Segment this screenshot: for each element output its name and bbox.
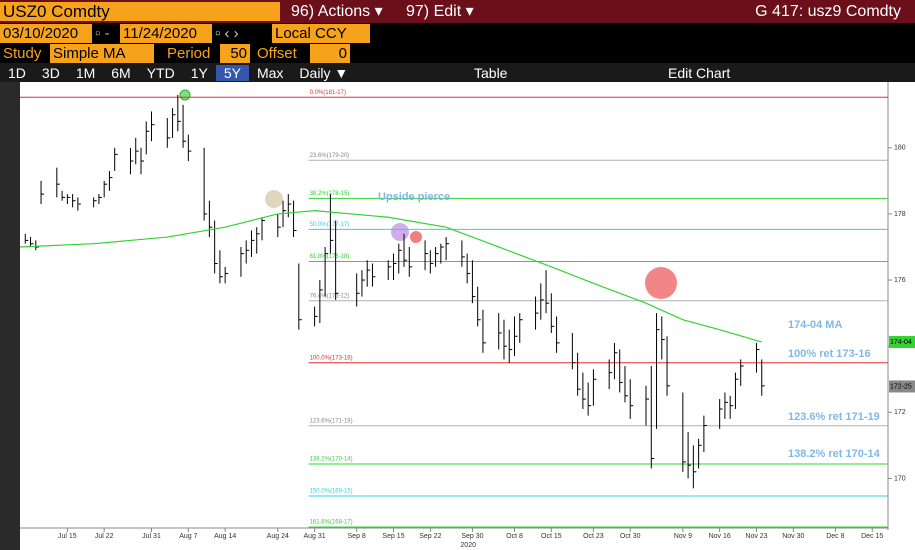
- range-button[interactable]: 1D: [8, 64, 26, 81]
- year-label: 2020: [460, 542, 476, 549]
- highlight: [410, 231, 422, 243]
- ticker[interactable]: USZ0 Comdty: [0, 2, 280, 21]
- x-tick-label: Oct 23: [583, 533, 604, 540]
- study[interactable]: Simple MA: [50, 43, 154, 63]
- study-label: Study: [3, 44, 42, 62]
- fib-label: 100.0%(173-16): [310, 355, 353, 361]
- nav[interactable]: ▫ ‹ ›: [215, 24, 239, 42]
- x-tick-label: Oct 8: [506, 533, 523, 540]
- x-tick-label: Oct 15: [541, 533, 562, 540]
- table-button[interactable]: Table: [474, 64, 508, 81]
- x-tick-label: Sep 15: [382, 533, 404, 540]
- offset-label: Offset: [257, 44, 297, 62]
- x-tick-label: Nov 23: [745, 533, 767, 540]
- x-tick-label: Nov 30: [782, 533, 804, 540]
- x-tick-label: Aug 14: [214, 533, 236, 540]
- fib-label: 76.4%(175-12): [310, 293, 350, 299]
- fib-label: 50.0%(177-17): [310, 222, 350, 228]
- annotation: 174-04 MA: [788, 319, 842, 331]
- ma-line: [19, 210, 762, 343]
- fib-label: 0.0%(181-17): [310, 90, 346, 96]
- range-button[interactable]: 6M: [111, 64, 131, 81]
- y-tick-label: 180: [894, 145, 906, 152]
- screen-title: G 417: usz9 Comdty: [752, 2, 915, 21]
- background: [0, 82, 915, 550]
- x-tick-label: Nov 16: [709, 533, 731, 540]
- price-tag: [889, 380, 915, 393]
- range-button[interactable]: YTD: [146, 64, 175, 81]
- edit-menu[interactable]: 97) Edit ▾: [403, 2, 508, 21]
- range-button[interactable]: 5Y: [215, 64, 249, 81]
- annotation: 100% ret 173-16: [788, 348, 871, 360]
- fib-label: 23.6%(179-20): [310, 153, 350, 159]
- range-button[interactable]: Daily ▼: [299, 64, 349, 81]
- fib-label: 123.6%(171-19): [310, 418, 353, 424]
- sep: ▫ -: [95, 24, 110, 42]
- x-tick-label: Sep 22: [419, 533, 441, 540]
- x-tick-label: Jul 22: [95, 533, 114, 540]
- highlight: [391, 223, 409, 241]
- start-date[interactable]: 03/10/2020: [0, 23, 92, 43]
- y-tick-label: 170: [894, 475, 906, 482]
- x-tick-label: Sep 8: [348, 533, 366, 540]
- annotation: 138.2% ret 170-14: [788, 448, 881, 460]
- date-bar: 03/10/2020 ▫ - 11/24/2020 ▫ ‹ › Local CC…: [0, 23, 915, 43]
- fib-label: 161.8%(168-17): [310, 520, 353, 526]
- offset[interactable]: 0: [310, 43, 350, 63]
- range-button[interactable]: 1Y: [190, 64, 208, 81]
- top-bar: USZ0 Comdty 96) Actions ▾ 97) Edit ▾ G 4…: [0, 0, 915, 23]
- study-bar: Study Simple MA Period 50 Offset 0: [0, 43, 915, 63]
- x-tick-label: Dec 8: [826, 533, 844, 540]
- fib-label: 138.2%(170-14): [310, 457, 353, 463]
- fib-label: 61.8%(176-18): [310, 254, 350, 260]
- y-tick-label: 172: [894, 409, 906, 416]
- axis-panel: [888, 82, 915, 550]
- edit-chart-button[interactable]: Edit Chart: [668, 64, 731, 81]
- y-tick-label: 178: [894, 211, 906, 218]
- x-tick-label: Aug 24: [267, 533, 289, 540]
- actions-menu[interactable]: 96) Actions ▾: [288, 2, 393, 21]
- end-date[interactable]: 11/24/2020: [120, 23, 212, 43]
- price-tag: [889, 336, 915, 349]
- range-button[interactable]: 1M: [75, 64, 96, 81]
- x-tick-label: Jul 31: [142, 533, 161, 540]
- currency[interactable]: Local CCY: [272, 23, 370, 43]
- price-tag-label: 174-04: [890, 339, 912, 346]
- fib-label: 150.0%(169-15): [310, 489, 353, 495]
- x-tick-label: Oct 30: [620, 533, 641, 540]
- y-tick-label: 176: [894, 277, 906, 284]
- highlight: [265, 190, 283, 208]
- tool-sidebar: [0, 82, 20, 550]
- highlight: [645, 267, 677, 299]
- x-tick-label: Jul 15: [58, 533, 77, 540]
- price-tag-label: 172-25: [890, 383, 912, 390]
- range-button[interactable]: 3D: [41, 64, 60, 81]
- annotation: Upside pierce: [378, 191, 450, 203]
- annotation: 123.6% ret 171-19: [788, 411, 880, 423]
- period[interactable]: 50: [220, 43, 250, 63]
- range-bar: 1D 3D 1M 6M YTD 1Y 5Y Max Daily ▼ Table Edit Char…: [0, 63, 915, 82]
- fib-label: 38.2%(178-15): [310, 191, 350, 197]
- x-tick-label: Aug 31: [304, 533, 326, 540]
- x-tick-label: Aug 7: [179, 533, 197, 540]
- period-label: Period: [167, 44, 211, 62]
- x-tick-label: Dec 15: [861, 533, 883, 540]
- range-button[interactable]: Max: [256, 64, 284, 81]
- x-tick-label: Sep 30: [461, 533, 483, 540]
- highlight: [179, 89, 191, 101]
- x-tick-label: Nov 9: [674, 533, 692, 540]
